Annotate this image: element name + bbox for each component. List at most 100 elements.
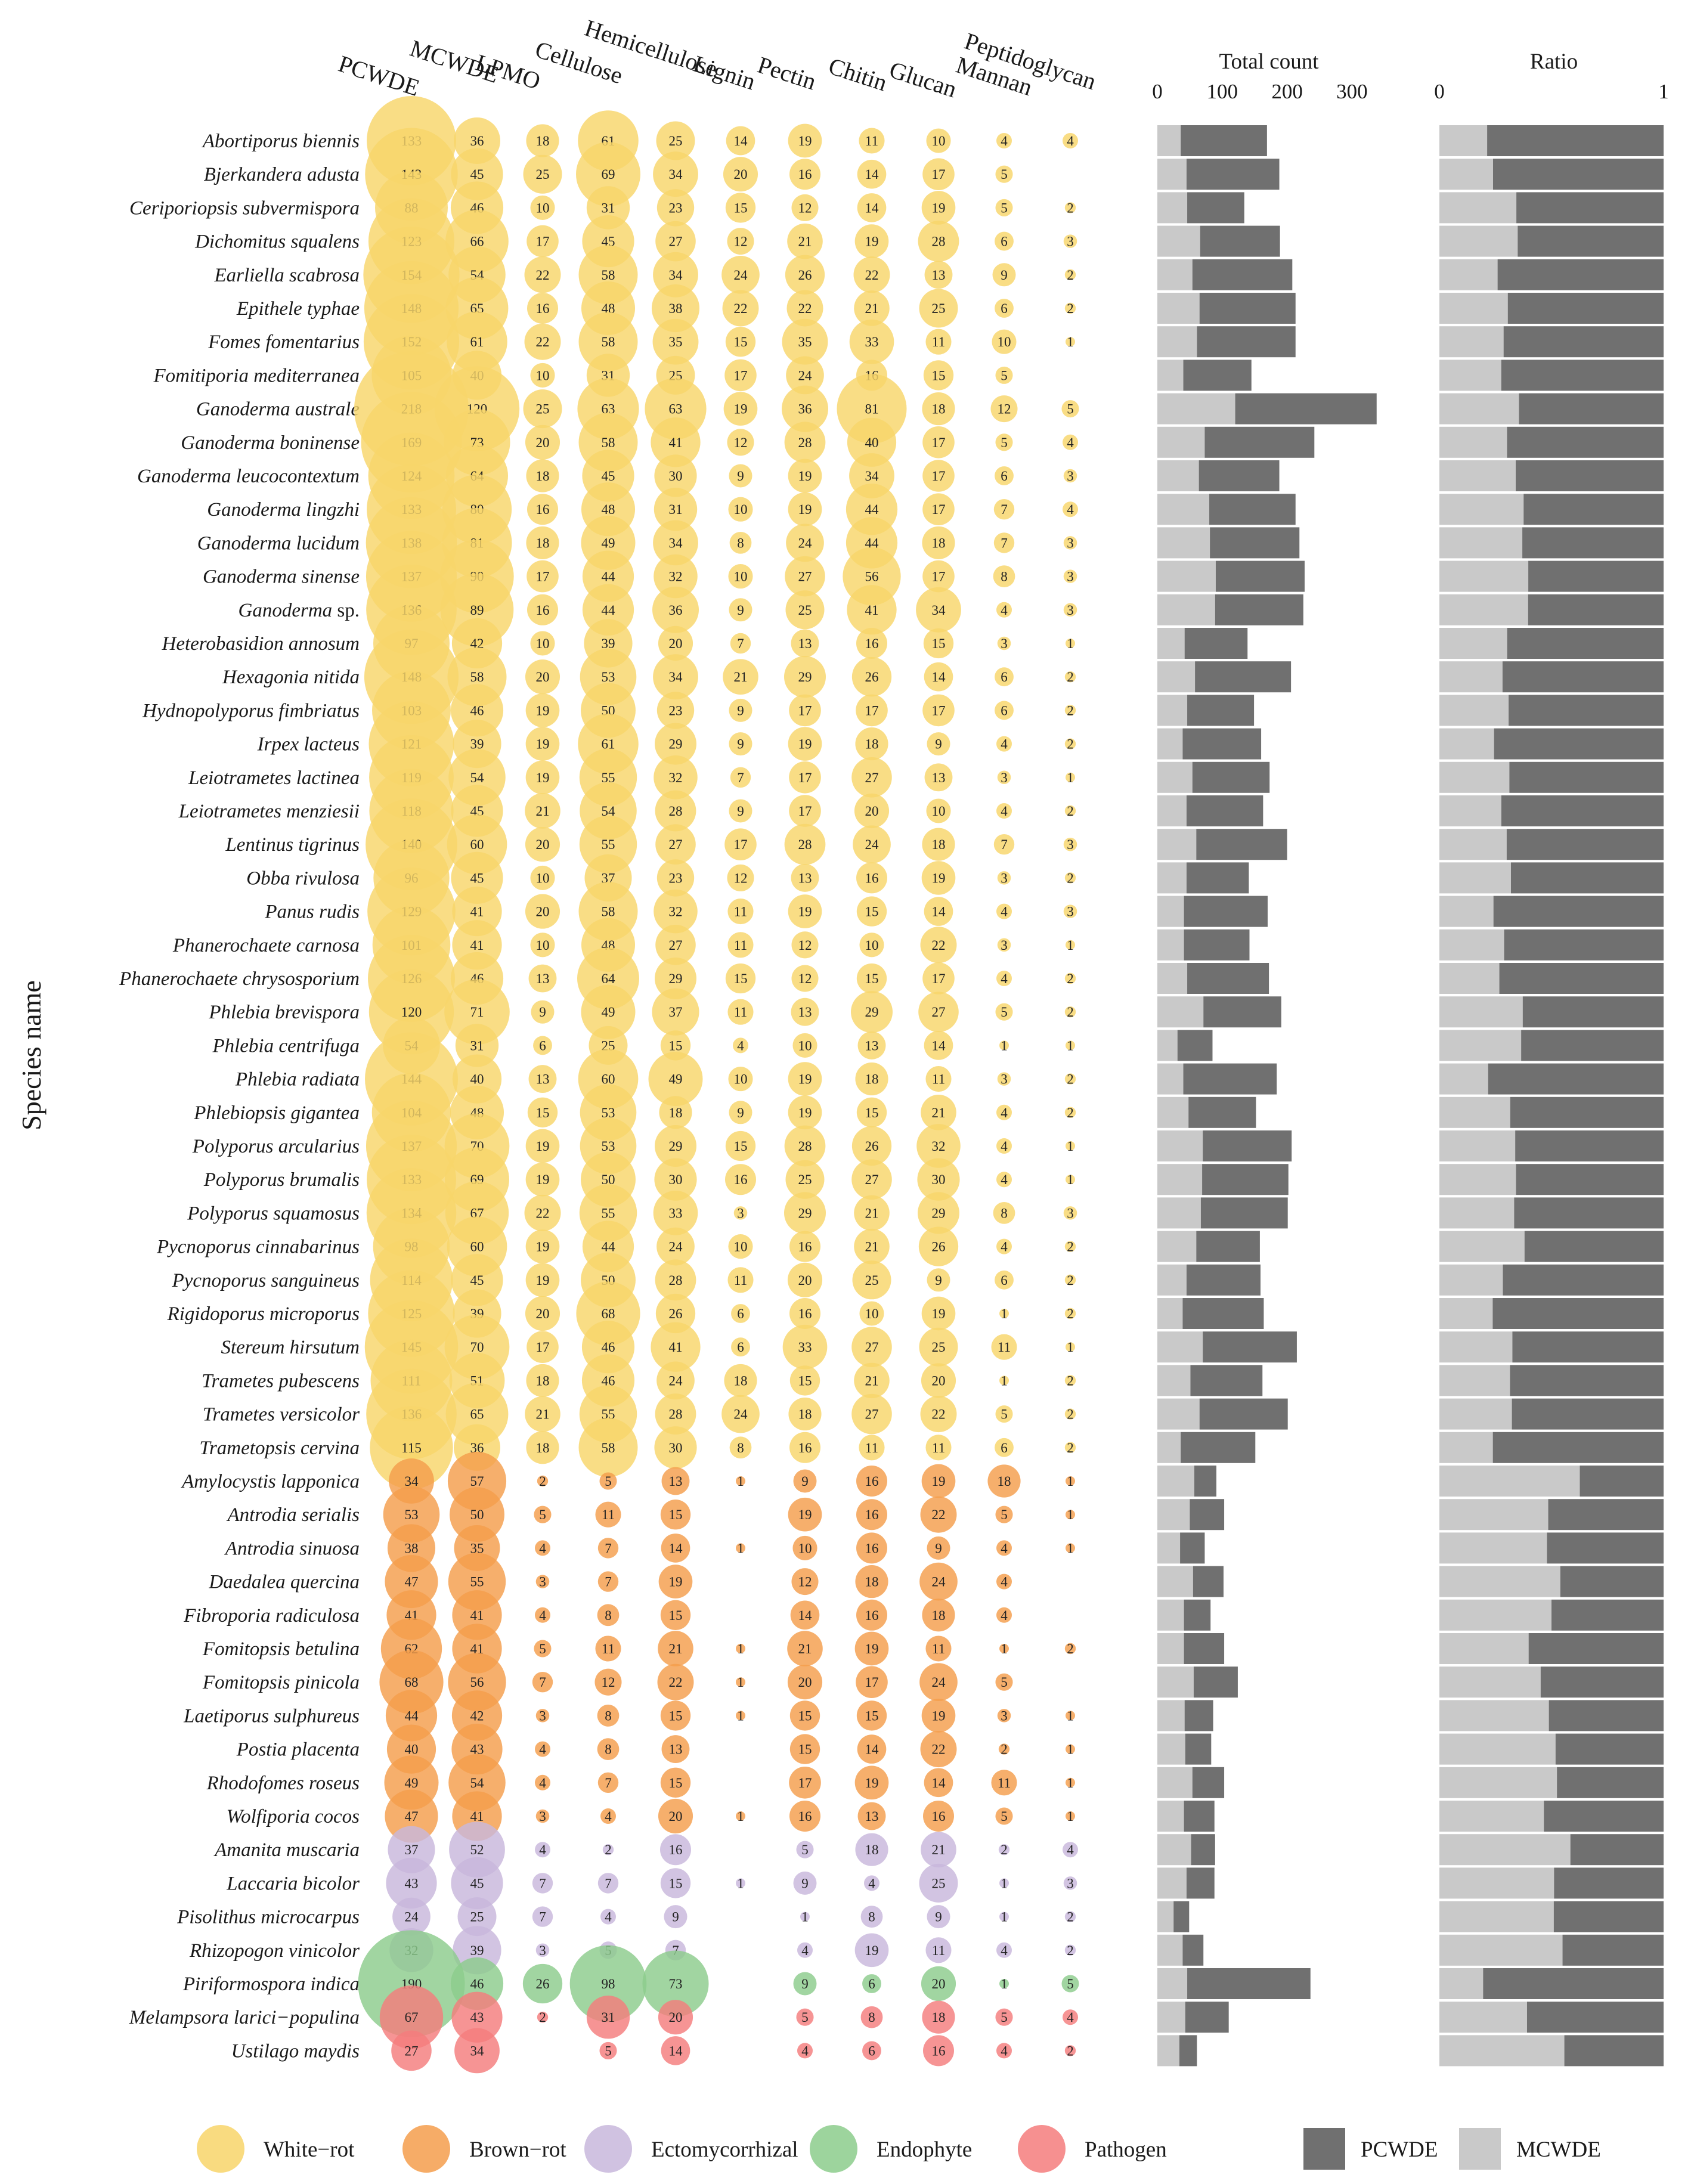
bubble (996, 1138, 1012, 1154)
bubble-value: 44 (602, 569, 616, 584)
species-label: Fomitopsis pinicola (202, 1672, 360, 1693)
bubble (532, 1873, 553, 1894)
column-header: Chitin (825, 52, 890, 97)
bubble (597, 1738, 620, 1760)
bubble (525, 827, 560, 862)
bubble (525, 693, 560, 727)
ratio-bar-mcwde (1439, 1599, 1551, 1631)
bubble (788, 492, 822, 526)
bubble-value: 5 (1067, 402, 1074, 417)
bubble (661, 1534, 690, 1563)
count-bar-pcwde (1199, 293, 1296, 324)
bubble-value: 21 (865, 1206, 879, 1220)
bubble-value: 21 (536, 1407, 550, 1422)
bubble-value: 41 (470, 1608, 484, 1623)
bubble-value: 33 (669, 1206, 683, 1220)
bubble-value: 16 (865, 870, 879, 885)
ratio-bar-mcwde (1439, 594, 1528, 625)
ratio-tick-label: 0 (1434, 80, 1445, 103)
ratio-bar-pcwde (1526, 2002, 1664, 2033)
bubble (860, 1906, 883, 1928)
bubble (736, 1644, 745, 1653)
ratio-bar-mcwde (1439, 1499, 1549, 1531)
bubble (925, 1066, 952, 1092)
bubble-value: 9 (935, 1541, 942, 1556)
bubble (727, 864, 754, 891)
bubble-value: 1 (801, 1910, 809, 1925)
bubble (1064, 2045, 1076, 2056)
bubble (1064, 1911, 1076, 1922)
bubble (729, 532, 752, 554)
bubble-value: 25 (932, 301, 946, 316)
bubble (582, 584, 634, 636)
bubble-value: 18 (932, 837, 946, 852)
bubble-value: 15 (536, 1105, 550, 1120)
count-bar-pcwde (1184, 1633, 1225, 1664)
bubble-value: 64 (602, 971, 616, 986)
bubble (597, 1571, 619, 1592)
bubble (856, 1532, 887, 1564)
bubble-value: 1 (737, 1641, 744, 1656)
ratio-bar-mcwde (1439, 829, 1507, 860)
bubble (857, 1031, 886, 1060)
count-bar-pcwde (1204, 426, 1315, 458)
bubble (599, 2042, 617, 2059)
bubble-value: 46 (602, 1340, 615, 1355)
bubble-value: 7 (737, 770, 744, 785)
ratio-bar-pcwde (1503, 326, 1664, 358)
bubble (995, 1003, 1013, 1021)
count-bar-mcwde (1157, 929, 1184, 961)
bubble (660, 1767, 691, 1798)
bubble (993, 1202, 1015, 1224)
count-bar-mcwde (1157, 829, 1197, 860)
bubble (995, 667, 1014, 687)
bubble-value: 49 (669, 1072, 683, 1087)
bubble (728, 497, 753, 522)
bubble (996, 133, 1012, 148)
bubble-value: 12 (798, 938, 812, 953)
bubble-value: 13 (536, 1072, 550, 1087)
bubble-value: 56 (470, 1675, 484, 1690)
count-bar-mcwde (1157, 2002, 1185, 2033)
ratio-bar-mcwde (1439, 1365, 1510, 1396)
bubble (727, 999, 754, 1025)
bubble (857, 159, 887, 189)
bubble-value: 4 (1001, 603, 1008, 618)
bubble-value: 18 (998, 1474, 1011, 1489)
bubble-value: 10 (536, 368, 550, 383)
bubble-value: 18 (536, 1373, 550, 1388)
bubble-value: 12 (602, 1675, 615, 1690)
bubble-value: 2 (1067, 2043, 1074, 2058)
ratio-bar-mcwde (1439, 1700, 1549, 1731)
bubble (789, 1801, 820, 1832)
bubble-value: 6 (737, 1340, 744, 1355)
bubble (642, 1950, 709, 2017)
ratio-bar-pcwde (1516, 460, 1664, 491)
bubble (788, 123, 822, 158)
bubble-value: 36 (669, 603, 683, 618)
bubble-value: 21 (798, 234, 812, 249)
ratio-bar-mcwde (1439, 1466, 1580, 1497)
bubble (997, 770, 1011, 785)
bubble-value: 27 (932, 1005, 946, 1020)
bubble-value: 2 (1067, 1005, 1074, 1020)
legend-swatch (1459, 2128, 1501, 2170)
bubble-value: 8 (605, 1708, 612, 1723)
bubble (996, 736, 1012, 752)
bubble-value: 46 (470, 703, 484, 718)
ratio-bar-pcwde (1515, 1130, 1664, 1161)
count-bar-mcwde (1157, 259, 1193, 290)
bubble (526, 526, 559, 559)
bubble (922, 560, 955, 593)
bubble-value: 11 (932, 1072, 945, 1087)
bubble-value: 58 (602, 1440, 615, 1455)
bubble (600, 1909, 616, 1925)
bubble (999, 1040, 1009, 1051)
species-label: Melampsora larici−populina (129, 2007, 360, 2028)
bubble (853, 825, 891, 864)
bubble (655, 1293, 696, 1334)
bubble-value: 10 (798, 1541, 812, 1556)
bubble-value: 7 (539, 1910, 546, 1925)
bubble (922, 694, 955, 727)
bubble-value: 12 (798, 971, 812, 986)
